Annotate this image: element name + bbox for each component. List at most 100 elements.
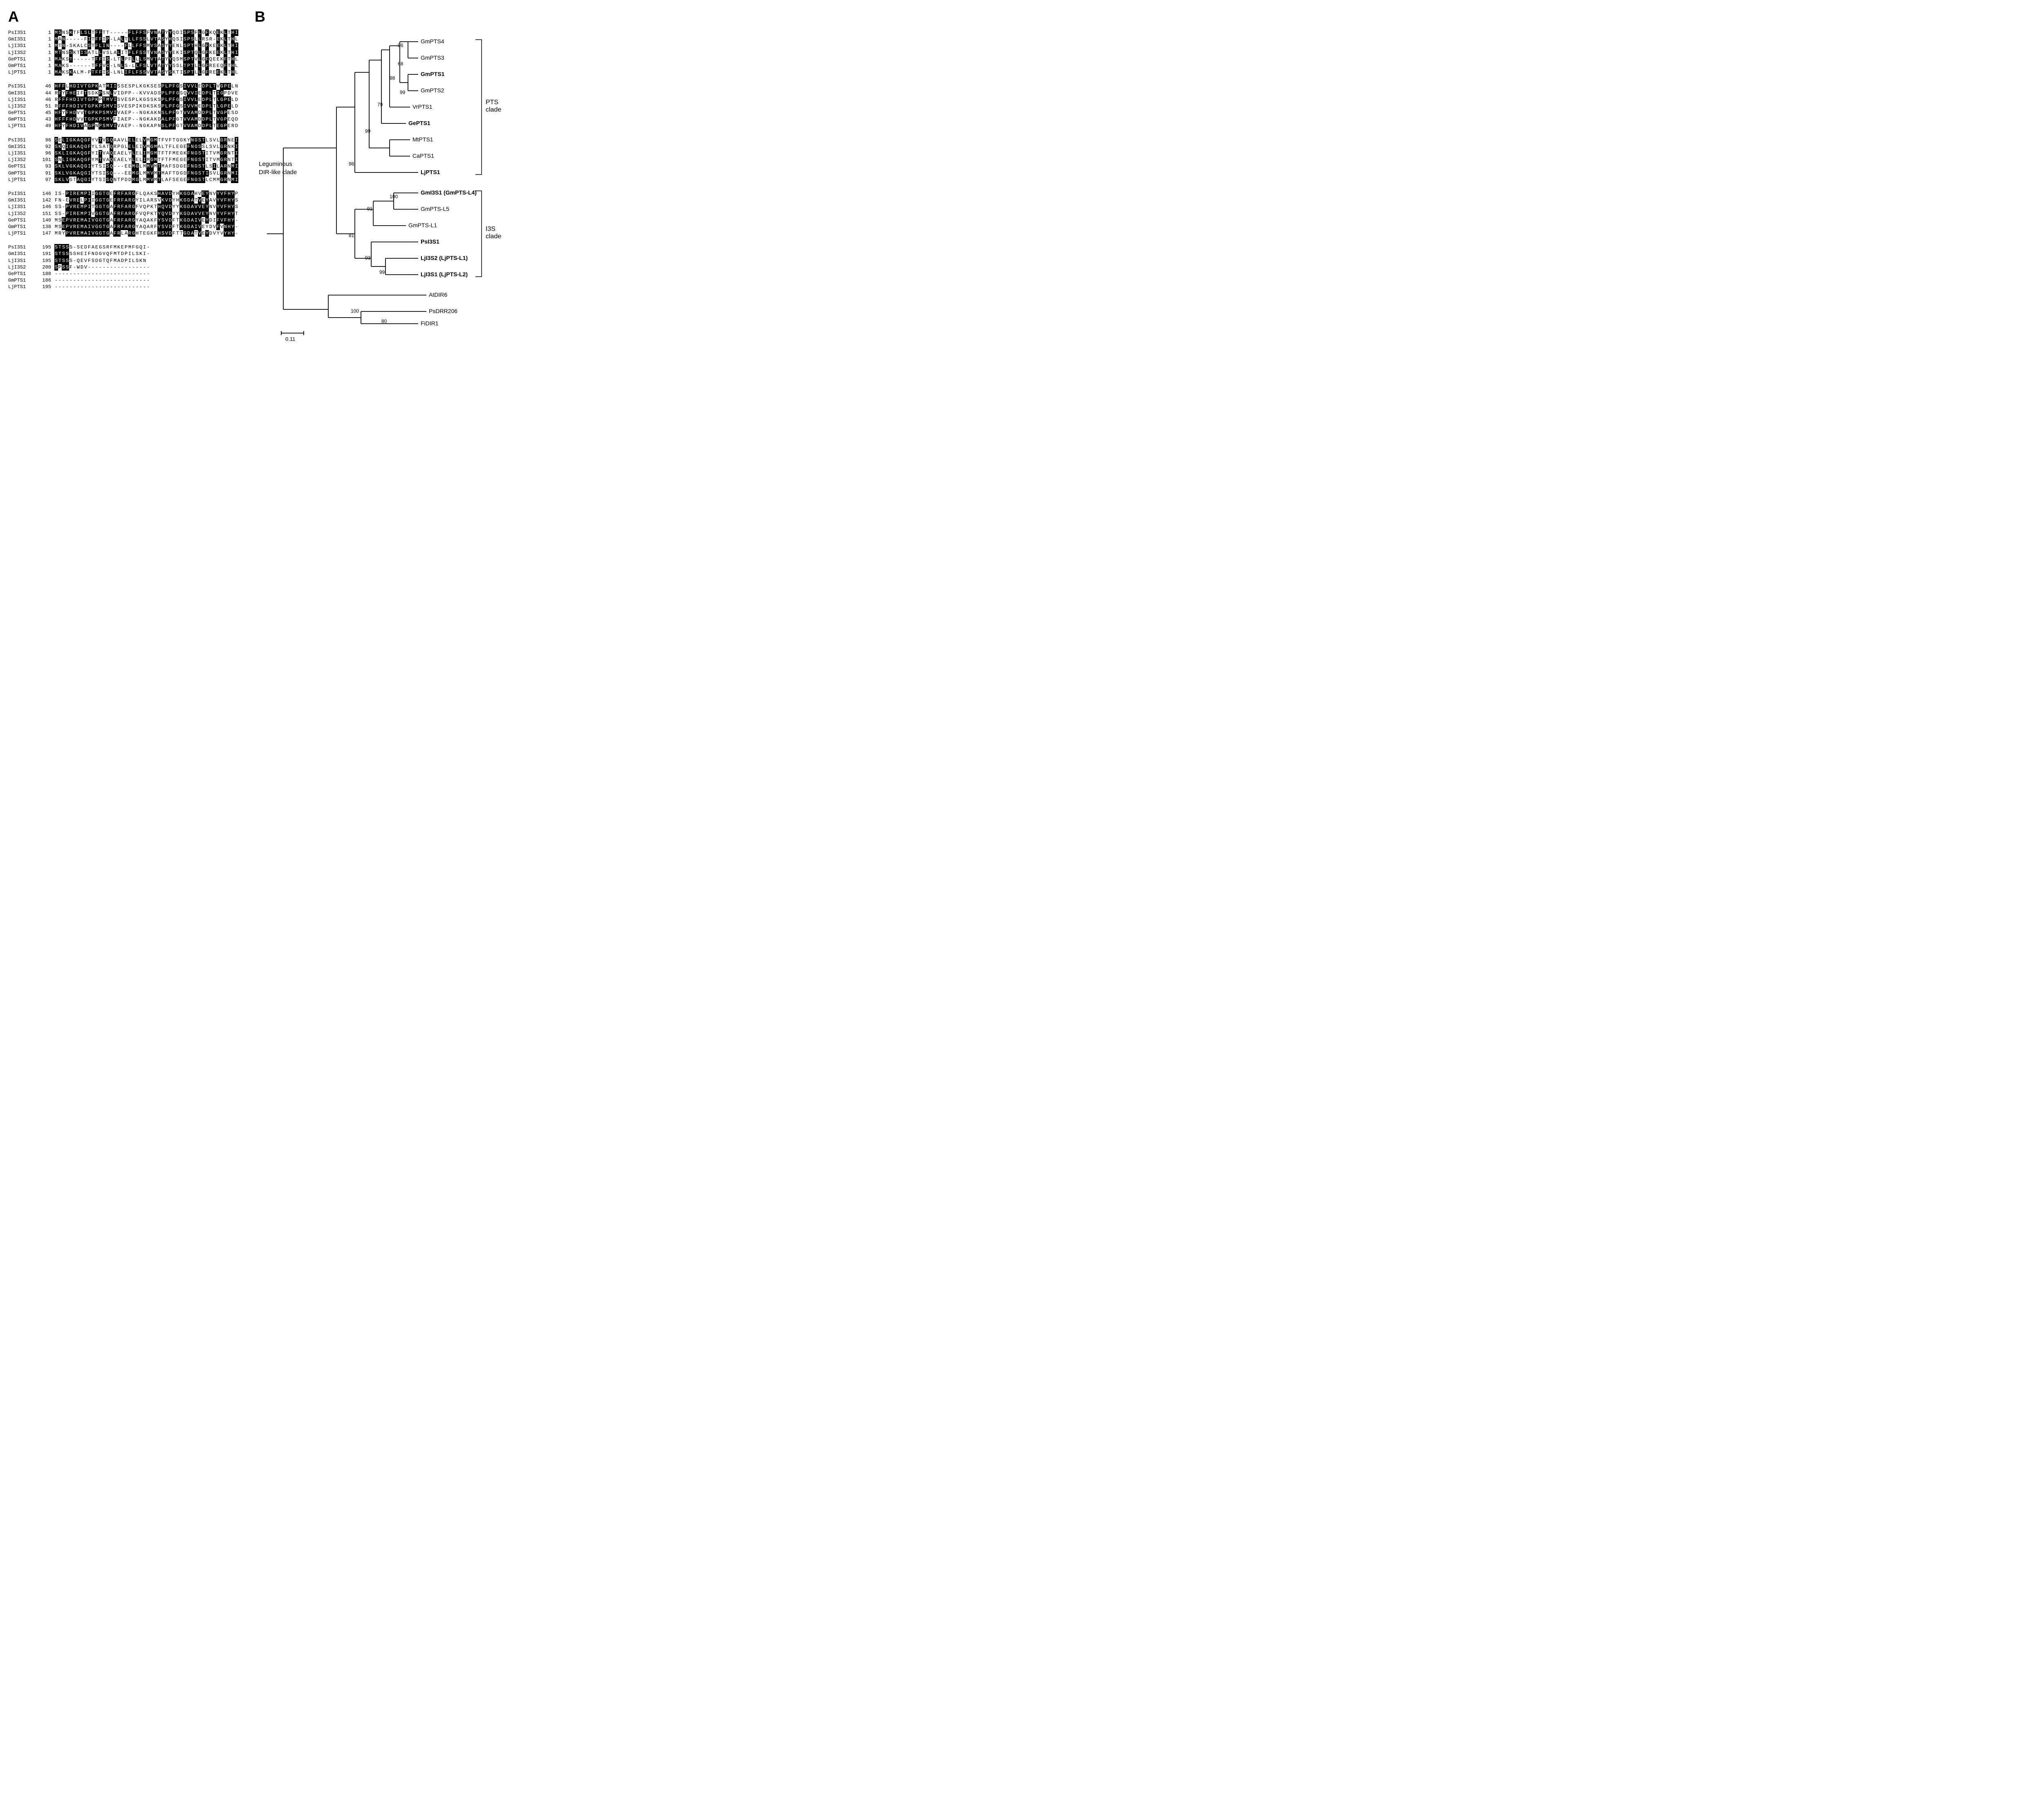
tree-tip-label: GmPTS2	[421, 87, 444, 94]
bootstrap-value: 81	[349, 233, 354, 238]
sequence-name: PsI3S1	[8, 29, 37, 36]
sequence-position: 96	[37, 150, 54, 157]
sequence-name: GePTS1	[8, 110, 37, 116]
sequence-position: 188	[37, 271, 54, 277]
sequence-name: PsI3S1	[8, 137, 37, 143]
panel-b-label: B	[255, 8, 508, 25]
sequence-position: 1	[37, 36, 54, 43]
sequence-name: GePTS1	[8, 271, 37, 277]
sequence-name: GmI3S1	[8, 251, 37, 257]
bootstrap-value: 79	[377, 102, 383, 107]
alignment-row: LjI3S11MTN-SKALCSTFLIN----FLLFFSMVSASYYE…	[8, 43, 238, 49]
sequence-position: 46	[37, 83, 54, 90]
alignment-row: LjI3S1146SS-PVREMPITGGTGAFRFARGFVQPKTHQV…	[8, 204, 238, 210]
bootstrap-value: 91	[367, 206, 372, 212]
tree-tip-label: PsI3S1	[421, 238, 439, 245]
panel-a-label: A	[8, 8, 238, 25]
alignment-row: GmPTS11MAKS------TFFVC-LNLS-LLFSLVTATYYS…	[8, 63, 238, 69]
alignment-row: GmPTS1138MSEPVREMAIVGGTGAFRFARGYAQARFYSV…	[8, 224, 238, 230]
tree-tip-label: MtPTS1	[412, 136, 433, 143]
bootstrap-value: 98	[390, 75, 395, 81]
alignment-row: GmPTS143HFFFHDVVTGPKPSMVFIAEP--NGKAKDALP…	[8, 116, 238, 123]
bootstrap-value: 68	[398, 61, 403, 67]
alignment-row: GePTS1140MSEPVREMAIVGGTGAFRFARGYAQAKFYSV…	[8, 217, 238, 224]
sequence-position: 1	[37, 43, 54, 49]
sequence-name: GePTS1	[8, 56, 37, 63]
sequence-position: 93	[37, 163, 54, 170]
sequence-position: 43	[37, 116, 54, 123]
tree-tip-label: PsDRR206	[429, 308, 457, 314]
sequence-name: PsI3S1	[8, 83, 37, 90]
alignment-row: LjPTS197SKLVGTAQGIYTSISQNTPDDMGLMMVMTLAF…	[8, 177, 238, 183]
sequence-position: 195	[37, 257, 54, 264]
tree-tip-label: AtDIR6	[429, 291, 447, 298]
sequence-alignment: PsI3S11MSNSKTFLSLTFFTT-----FLFFSFVNATYYQ…	[8, 29, 238, 291]
sequence-name: LjPTS1	[8, 230, 37, 237]
sequence-name: GmI3S1	[8, 197, 37, 204]
sequence-name: LjI3S1	[8, 204, 37, 210]
sequence-name: GmPTS1	[8, 63, 37, 69]
sequence-position: 1	[37, 63, 54, 69]
bootstrap-value: 99	[365, 128, 370, 134]
sequence-name: LjI3S1	[8, 96, 37, 103]
sequence-position: 1	[37, 56, 54, 63]
sequence-name: GmPTS1	[8, 170, 37, 177]
sequence-name: GePTS1	[8, 217, 37, 224]
sequence-name: GmPTS1	[8, 224, 37, 230]
bootstrap-value: 93	[365, 255, 370, 261]
sequence-position: 44	[37, 90, 54, 96]
alignment-row: GmI3S11MAN-----FITFFIP-LALTLLFSSLVTASYHQ…	[8, 36, 238, 43]
bootstrap-value: 98	[349, 161, 354, 167]
sequence-name: LjI3S2	[8, 103, 37, 110]
sequence-name: GmPTS1	[8, 116, 37, 123]
sequence-name: LjPTS1	[8, 177, 37, 183]
alignment-row: GePTS145HFYFHDVVTGPKPSMVIVAEP--NGKAKNSLP…	[8, 110, 238, 116]
i3s-clade-label: I3Sclade	[486, 226, 501, 240]
sequence-position: 91	[37, 170, 54, 177]
tree-tip-label: GmPTS-L5	[421, 206, 449, 212]
tree-tip-label: GmI3S1 (GmPTS-L4)	[421, 189, 477, 196]
alignment-row: LjPTS149HFYFHDIVAGPNPSMVIVAEP--NGKAPNSLP…	[8, 123, 238, 129]
bootstrap-value: 96	[398, 43, 403, 48]
sequence-position: 46	[37, 96, 54, 103]
panel-a: A PsI3S11MSNSKTFLSLTFFTT-----FLFFSFVNATY…	[8, 8, 238, 298]
alignment-row: LjPTS1195--------------------------	[8, 284, 238, 290]
sequence-position: 49	[37, 123, 54, 129]
sequence-position: 195	[37, 284, 54, 290]
tree-tip-label: GmPTS1	[421, 71, 444, 77]
bootstrap-value: 100	[351, 308, 359, 314]
alignment-row: LjI3S1195STSSS-QEVFSDGTQFMADPILSKN	[8, 257, 238, 264]
sequence-name: GmI3S1	[8, 90, 37, 96]
alignment-row: LjI3S21MTNSSKTISATLLVSLALITFLFSSTVNASYYE…	[8, 49, 238, 56]
sequence-position: 186	[37, 277, 54, 284]
tree-tip-label: GmPTS3	[421, 54, 444, 61]
alignment-row: GmI3S192SKQIGKAQGFYLSATQRPGLELEIVMGMALTF…	[8, 143, 238, 150]
tree-tip-label: GmPTS4	[421, 38, 444, 45]
sequence-name: LjPTS1	[8, 284, 37, 290]
tree-tip-label: GmPTS-L1	[408, 222, 437, 228]
sequence-name: GmI3S1	[8, 143, 37, 150]
pts-clade-label: PTSclade	[486, 99, 501, 114]
dir-clade-label: LeguminousDIR-like clade	[259, 160, 297, 176]
alignment-row: PsI3S11MSNSKTFLSLTFFTT-----FLFFSFVNATYYQ…	[8, 29, 238, 36]
sequence-position: 142	[37, 197, 54, 204]
sequence-name: LjI3S2	[8, 264, 37, 271]
sequence-position: 146	[37, 190, 54, 197]
sequence-position: 1	[37, 49, 54, 56]
alignment-row: LjI3S251RFFFHDIVTGPKPSMVISVESPIKDKSKSPLP…	[8, 103, 238, 110]
tree-tip-label: LjI3S1 (LjPTS-L2)	[421, 271, 468, 278]
sequence-name: LjI3S2	[8, 49, 37, 56]
alignment-row: LjI3S196SKLIGKAQGFYITVAQEAELYLELIMGMTFTF…	[8, 150, 238, 157]
alignment-row: GmI3S1142FN-EVRELPIIGGTGEFRFARGYILARSVKV…	[8, 197, 238, 204]
alignment-row: LjI3S2101SNLIGKAQGFYMTVAQEAELYLELIMGMTFT…	[8, 157, 238, 163]
sequence-position: 147	[37, 230, 54, 237]
alignment-row: LjI3S146RFFFHDIVTGPKPTMVISVESPLKGSSKSPLP…	[8, 96, 238, 103]
alignment-row: GmI3S144RFYFHEIFTSDKPSNLVIDPP--KVVADSPLP…	[8, 90, 238, 96]
sequence-position: 195	[37, 244, 54, 251]
sequence-position: 140	[37, 217, 54, 224]
bootstrap-value: 99	[379, 269, 385, 275]
sequence-name: LjPTS1	[8, 123, 37, 129]
sequence-position: 1	[37, 29, 54, 36]
alignment-row: PsI3S196SELIGKAQGFYVTVSQAAVLELELVMGMTFVF…	[8, 137, 238, 143]
panel-b: B GmPTS4GmPTS3GmPTS1GmPTS2VrPTS1GePTS1Mt…	[255, 8, 508, 340]
